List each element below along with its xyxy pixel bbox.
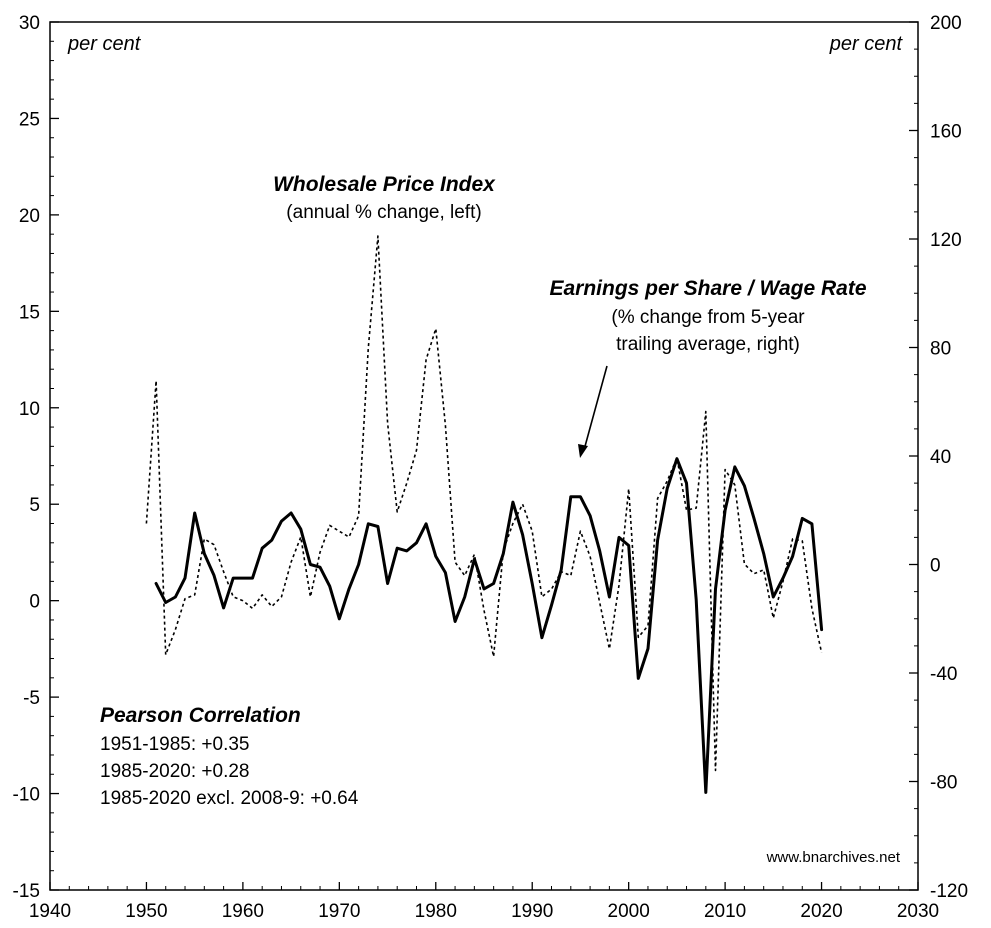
x-tick-label: 1940: [29, 901, 71, 922]
x-tick-label: 1990: [511, 901, 553, 922]
eps-annotation-title: Earnings per Share / Wage Rate: [549, 277, 866, 300]
y-left-tick-label: 0: [29, 592, 40, 613]
y-left-tick-label: 30: [19, 13, 40, 34]
y-right-tick-label: 200: [930, 13, 962, 34]
y-right-tick-label: 120: [930, 230, 962, 251]
series-layer: [145, 235, 824, 794]
y-left-tick-label: -10: [13, 785, 40, 806]
x-tick-label: 2030: [897, 901, 939, 922]
y-right-tick-label: 40: [930, 447, 951, 468]
correlation-line-3: 1985-2020 excl. 2008-9: +0.64: [100, 788, 359, 809]
y-left-tick-label: -5: [23, 688, 40, 709]
eps-annotation-arrow: [578, 365, 608, 458]
y-right-tick-label: 160: [930, 122, 962, 143]
y-right-tick-label: 0: [930, 556, 941, 577]
y-left-tick-label: 20: [19, 206, 40, 227]
y-right-tick-label: -40: [930, 664, 957, 685]
y-axis-right: -120 -80 -40 0 40 80 120 160 200: [909, 13, 968, 902]
eps-annotation-subtitle-1: (% change from 5-year: [611, 307, 805, 328]
source-credit: www.bnarchives.net: [766, 849, 901, 866]
right-axis-unit-label: per cent: [829, 33, 904, 55]
wpi-annotation-title: Wholesale Price Index: [273, 173, 496, 196]
x-tick-label: 1970: [318, 901, 360, 922]
x-tick-label: 2020: [800, 901, 842, 922]
series-line-eps-wage: [154, 457, 824, 794]
left-axis-unit-label: per cent: [67, 33, 142, 55]
x-axis: 1940 1950 1960 1970 1980 1990 2000 2010 2020 2030: [29, 882, 939, 922]
y-left-tick-label: 25: [19, 109, 40, 130]
y-right-tick-label: 80: [930, 339, 951, 360]
y-right-tick-label: -80: [930, 773, 957, 794]
correlation-line-2: 1985-2020: +0.28: [100, 761, 250, 782]
y-left-tick-label: 15: [19, 302, 40, 323]
y-left-tick-label: 10: [19, 399, 40, 420]
plot-frame: [49, 21, 919, 891]
correlation-line-1: 1951-1985: +0.35: [100, 734, 250, 755]
x-tick-label: 1980: [415, 901, 457, 922]
wpi-annotation-subtitle: (annual % change, left): [286, 202, 481, 223]
x-tick-label: 1960: [222, 901, 264, 922]
y-right-tick-label: -120: [930, 881, 968, 902]
y-axis-left: -15 -10 -5 0 5 10 15 20 25 30: [13, 13, 59, 902]
x-tick-label: 2010: [704, 901, 746, 922]
y-left-tick-label: 5: [29, 495, 40, 516]
correlation-title: Pearson Correlation: [100, 704, 301, 727]
x-tick-label: 1950: [125, 901, 167, 922]
x-tick-label: 2000: [608, 901, 650, 922]
y-left-tick-label: -15: [13, 881, 40, 902]
series-line-wholesale-price: [145, 235, 823, 772]
eps-annotation-subtitle-2: trailing average, right): [616, 334, 800, 355]
